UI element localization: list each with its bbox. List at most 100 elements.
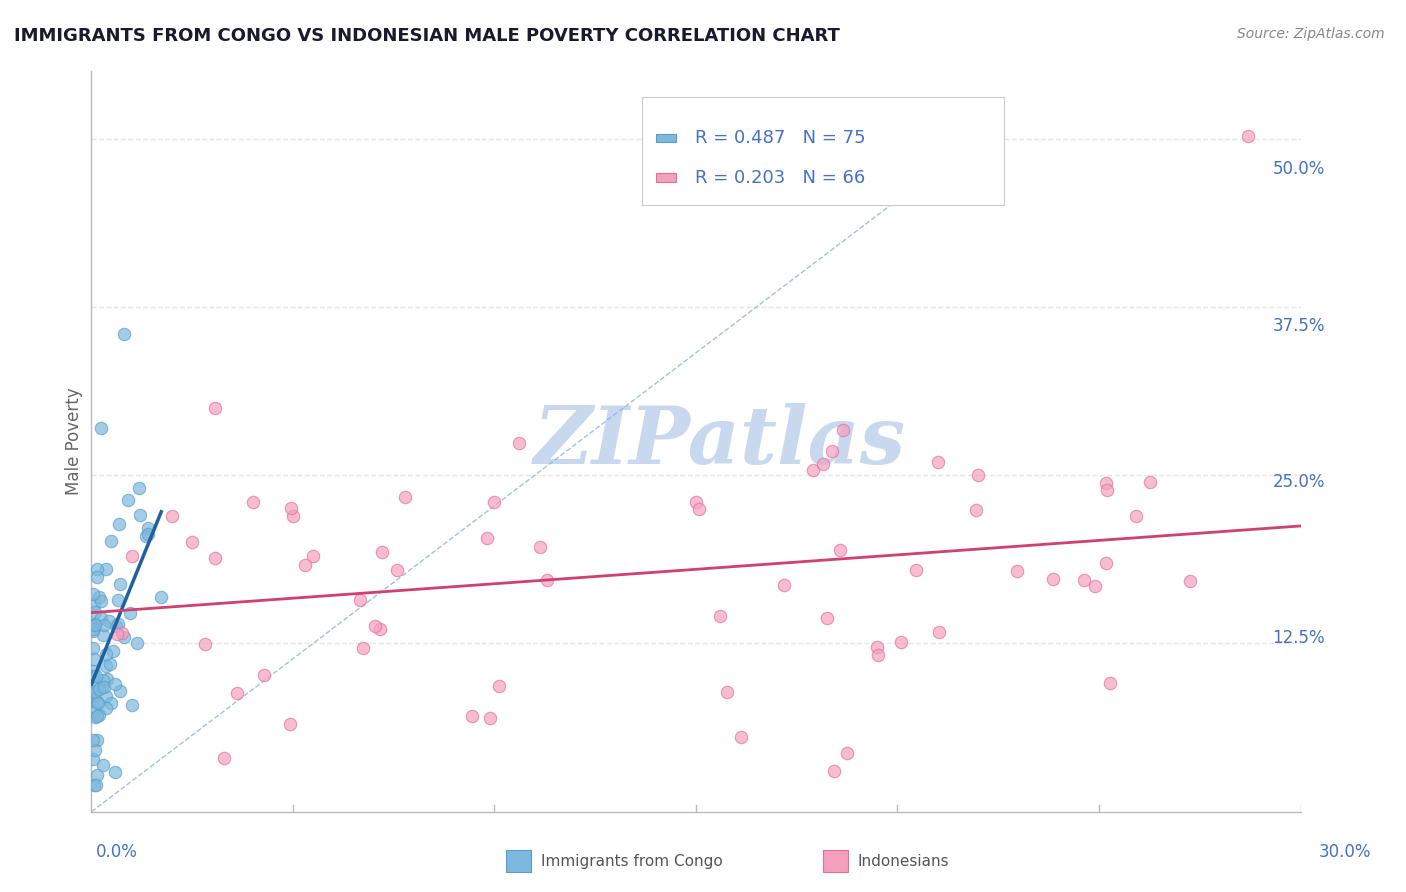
Point — [508, 435, 530, 450]
Text: 25.0%: 25.0% — [1272, 473, 1324, 491]
Point — [204, 401, 226, 415]
Point — [83, 617, 105, 632]
Point — [967, 468, 990, 483]
Point — [96, 659, 118, 673]
Point — [105, 619, 128, 633]
Point — [536, 573, 558, 587]
Point — [96, 672, 118, 686]
Point — [105, 627, 128, 641]
Point — [94, 701, 117, 715]
Point — [160, 508, 183, 523]
Point — [86, 668, 108, 682]
Point — [86, 561, 108, 575]
Text: 37.5%: 37.5% — [1272, 317, 1324, 334]
Point — [352, 641, 374, 656]
Point — [181, 535, 204, 549]
Point — [86, 768, 108, 782]
Text: Indonesians: Indonesians — [858, 855, 949, 869]
Point — [1125, 508, 1147, 523]
Point — [529, 540, 551, 554]
Point — [1139, 475, 1161, 489]
Point — [121, 549, 143, 563]
Point — [97, 614, 120, 628]
Point — [98, 657, 121, 672]
Point — [136, 527, 159, 541]
Point — [150, 590, 173, 604]
Point — [1178, 574, 1201, 589]
Point — [1097, 483, 1119, 498]
Point — [128, 481, 150, 495]
Point — [1098, 675, 1121, 690]
Point — [135, 529, 157, 543]
Point — [83, 651, 105, 665]
Point — [107, 593, 129, 607]
Point — [801, 463, 824, 477]
Point — [86, 732, 108, 747]
Point — [280, 500, 302, 515]
Point — [242, 495, 264, 509]
Text: IMMIGRANTS FROM CONGO VS INDONESIAN MALE POVERTY CORRELATION CHART: IMMIGRANTS FROM CONGO VS INDONESIAN MALE… — [14, 27, 839, 45]
Point — [100, 533, 122, 548]
Point — [83, 704, 105, 718]
Point — [832, 423, 855, 437]
Point — [112, 630, 135, 644]
Point — [368, 622, 391, 636]
Point — [823, 764, 845, 779]
Point — [226, 686, 249, 700]
Point — [89, 421, 111, 435]
Point — [868, 648, 890, 663]
Point — [835, 746, 858, 760]
Point — [93, 618, 115, 632]
Point — [107, 516, 129, 531]
Point — [83, 685, 105, 699]
Point — [121, 698, 143, 712]
Point — [866, 640, 889, 654]
Point — [82, 624, 104, 639]
Point — [82, 752, 104, 766]
Text: 30.0%: 30.0% — [1319, 843, 1371, 861]
Point — [477, 531, 499, 545]
Point — [91, 680, 114, 694]
Point — [294, 558, 316, 573]
Point — [394, 491, 416, 505]
Point — [212, 750, 235, 764]
Point — [1237, 128, 1260, 143]
Point — [830, 543, 852, 558]
Point — [104, 677, 127, 691]
Point — [1007, 564, 1029, 578]
Point — [84, 743, 107, 757]
Point — [815, 611, 838, 625]
Point — [1095, 475, 1118, 490]
Point — [112, 326, 135, 341]
Point — [253, 668, 276, 682]
Point — [108, 683, 131, 698]
Point — [87, 697, 110, 711]
Point — [685, 495, 707, 509]
Point — [93, 680, 115, 694]
Point — [84, 677, 107, 691]
Text: ZIPatlas: ZIPatlas — [534, 403, 907, 480]
Point — [86, 695, 108, 709]
Point — [1084, 579, 1107, 593]
Point — [136, 521, 159, 535]
Point — [84, 778, 107, 792]
Text: Immigrants from Congo: Immigrants from Congo — [541, 855, 723, 869]
Point — [83, 680, 105, 694]
Point — [349, 592, 371, 607]
Point — [371, 545, 394, 559]
Point — [1095, 556, 1118, 570]
Point — [927, 455, 949, 469]
Point — [82, 617, 104, 632]
Point — [117, 492, 139, 507]
Point — [90, 611, 112, 625]
Point — [281, 508, 304, 523]
Point — [772, 578, 794, 592]
Point — [86, 709, 108, 723]
Text: 12.5%: 12.5% — [1272, 629, 1324, 647]
Point — [84, 618, 107, 632]
Point — [83, 605, 105, 619]
Point — [688, 502, 710, 516]
Point — [820, 444, 842, 458]
Point — [107, 617, 129, 632]
Point — [905, 563, 928, 577]
